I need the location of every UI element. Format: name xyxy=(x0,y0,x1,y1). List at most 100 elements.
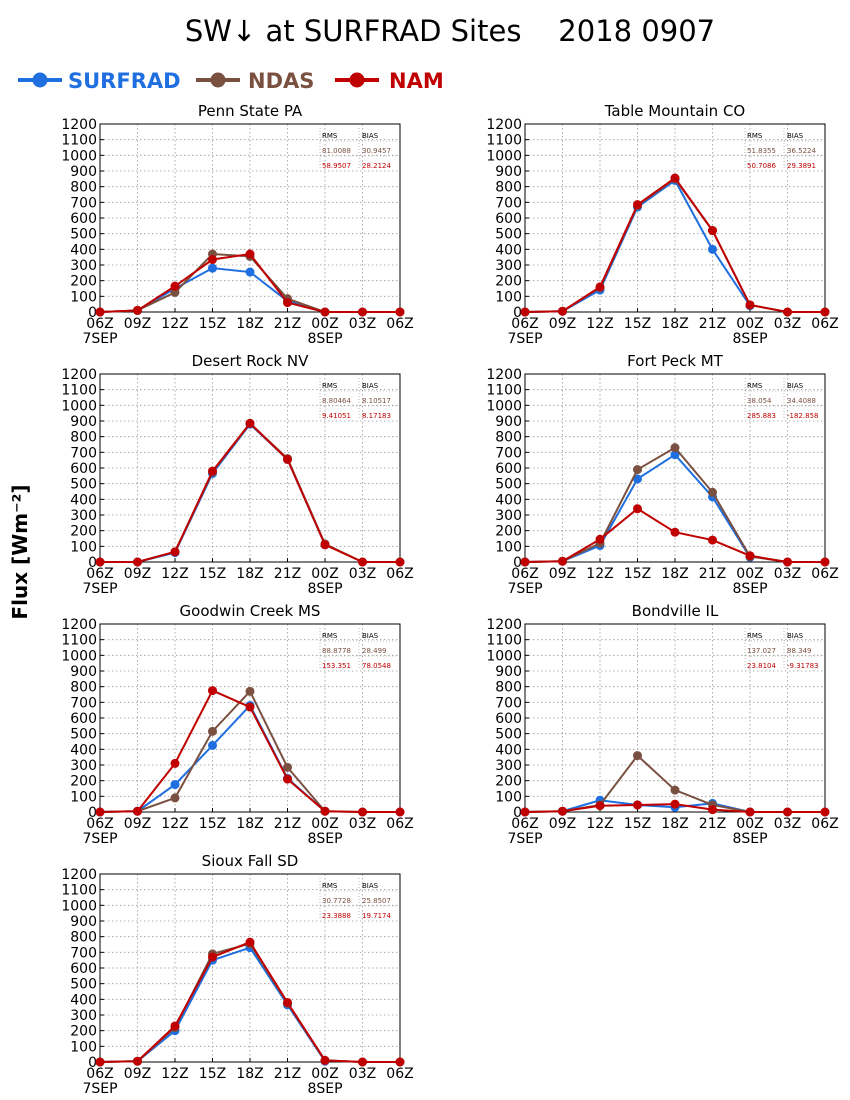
series-point xyxy=(358,1057,367,1067)
y-tick-label: 500 xyxy=(70,227,97,243)
y-tick-label: 200 xyxy=(70,774,97,790)
series-point xyxy=(208,466,217,476)
series-point xyxy=(783,307,792,317)
x-tick-label: 06Z xyxy=(811,816,838,832)
stats-ndas-rms: 88.8778 xyxy=(322,647,351,655)
x-tick-label: 15Z xyxy=(624,566,651,582)
series-point xyxy=(745,551,755,561)
panel-table-mountain-co: Table Mountain CO01002003004005006007008… xyxy=(486,102,838,347)
legend-marker-ndas xyxy=(210,72,226,88)
y-tick-label: 400 xyxy=(495,742,522,758)
series-nam xyxy=(520,173,830,317)
series-nam xyxy=(520,799,830,817)
y-tick-label: 400 xyxy=(495,492,522,508)
x-tick-label: 09Z xyxy=(549,566,576,582)
series-point xyxy=(320,540,330,550)
series-point xyxy=(708,535,717,545)
y-tick-label: 1000 xyxy=(486,648,522,664)
x-tick-label: 06Z xyxy=(511,566,538,582)
series-point xyxy=(208,686,217,696)
x-date-label: 8SEP xyxy=(732,331,767,347)
series-point xyxy=(820,807,830,817)
y-tick-label: 1200 xyxy=(61,367,97,383)
x-tick-label: 00Z xyxy=(311,316,338,332)
series-point xyxy=(170,758,180,768)
x-tick-label: 03Z xyxy=(774,816,801,832)
x-tick-label: 12Z xyxy=(161,566,188,582)
y-tick-label: 0 xyxy=(88,1055,97,1071)
x-tick-label: 06Z xyxy=(386,816,413,832)
series-point xyxy=(245,418,255,428)
y-tick-label: 500 xyxy=(495,727,522,743)
stats-table: RMS BIAS 51.8355 36.5224 50.7086 29.3891 xyxy=(744,128,823,170)
x-date-label: 8SEP xyxy=(307,331,342,347)
stats-header-rms: RMS xyxy=(322,882,338,890)
stats-header-bias: BIAS xyxy=(362,632,379,640)
x-tick-label: 03Z xyxy=(774,566,801,582)
y-tick-label: 1000 xyxy=(486,398,522,414)
y-tick-label: 500 xyxy=(70,727,97,743)
x-tick-label: 00Z xyxy=(736,816,763,832)
y-tick-label: 100 xyxy=(70,539,97,555)
stats-ndas-bias: 34.4088 xyxy=(787,397,816,405)
y-tick-label: 800 xyxy=(70,930,97,946)
series-point xyxy=(283,762,292,772)
x-tick-label: 18Z xyxy=(236,1066,263,1082)
y-tick-label: 0 xyxy=(88,805,97,821)
x-tick-label: 12Z xyxy=(586,566,613,582)
series-point xyxy=(745,300,755,310)
x-tick-label: 00Z xyxy=(736,316,763,332)
series-point xyxy=(245,249,255,259)
legend-item-surfrad: SURFRAD xyxy=(18,69,181,93)
x-tick-label: 15Z xyxy=(199,316,226,332)
series-point xyxy=(133,806,142,816)
x-date-label: 8SEP xyxy=(732,581,767,597)
stats-header-rms: RMS xyxy=(747,632,763,640)
stats-nam-bias: 19.7174 xyxy=(362,912,391,920)
x-tick-label: 12Z xyxy=(161,316,188,332)
series-point xyxy=(670,527,680,537)
stats-ndas-rms: 8.80464 xyxy=(322,397,351,405)
panel-penn-state-pa: Penn State PA 010020030040050060070080090… xyxy=(61,102,413,347)
stats-table: RMS BIAS 30.7728 25.8507 23.3888 19.7174 xyxy=(319,878,398,920)
series-point xyxy=(95,307,105,317)
x-tick-label: 15Z xyxy=(624,316,651,332)
y-tick-label: 1000 xyxy=(61,148,97,164)
stats-nam-bias: -9.31783 xyxy=(787,662,818,670)
y-tick-label: 600 xyxy=(70,461,97,477)
series-point xyxy=(820,557,830,567)
y-tick-label: 800 xyxy=(70,430,97,446)
y-tick-label: 100 xyxy=(70,789,97,805)
series-point xyxy=(395,807,405,817)
series-point xyxy=(358,307,367,317)
stats-table: RMS BIAS 81.0088 30.9457 58.9507 28.2124 xyxy=(319,128,398,170)
series-point xyxy=(208,726,217,736)
y-tick-label: 500 xyxy=(495,227,522,243)
x-date-label: 7SEP xyxy=(507,581,542,597)
y-tick-label: 800 xyxy=(70,680,97,696)
y-tick-label: 400 xyxy=(70,992,97,1008)
series-point xyxy=(520,307,530,317)
series-point xyxy=(670,443,680,453)
y-tick-label: 100 xyxy=(70,1039,97,1055)
y-tick-label: 300 xyxy=(70,758,97,774)
panel-title: Desert Rock NV xyxy=(192,352,309,370)
x-date-label: 7SEP xyxy=(507,331,542,347)
stats-ndas-bias: 88.349 xyxy=(787,647,812,655)
series-point xyxy=(358,807,367,817)
y-tick-label: 1100 xyxy=(486,383,522,399)
series-surfrad xyxy=(95,700,330,817)
panel-sioux-fall-sd: Sioux Fall SD 010020030040050060070080090… xyxy=(61,852,413,1097)
series-point xyxy=(745,807,755,817)
x-tick-label: 12Z xyxy=(586,816,613,832)
series-point xyxy=(208,740,217,750)
y-tick-label: 600 xyxy=(495,711,522,727)
x-tick-label: 03Z xyxy=(349,316,376,332)
y-tick-label: 700 xyxy=(70,195,97,211)
y-tick-label: 1000 xyxy=(486,148,522,164)
y-tick-label: 1100 xyxy=(486,133,522,149)
stats-header-rms: RMS xyxy=(322,382,338,390)
x-tick-label: 15Z xyxy=(624,816,651,832)
stats-nam-bias: 29.3891 xyxy=(787,162,816,170)
